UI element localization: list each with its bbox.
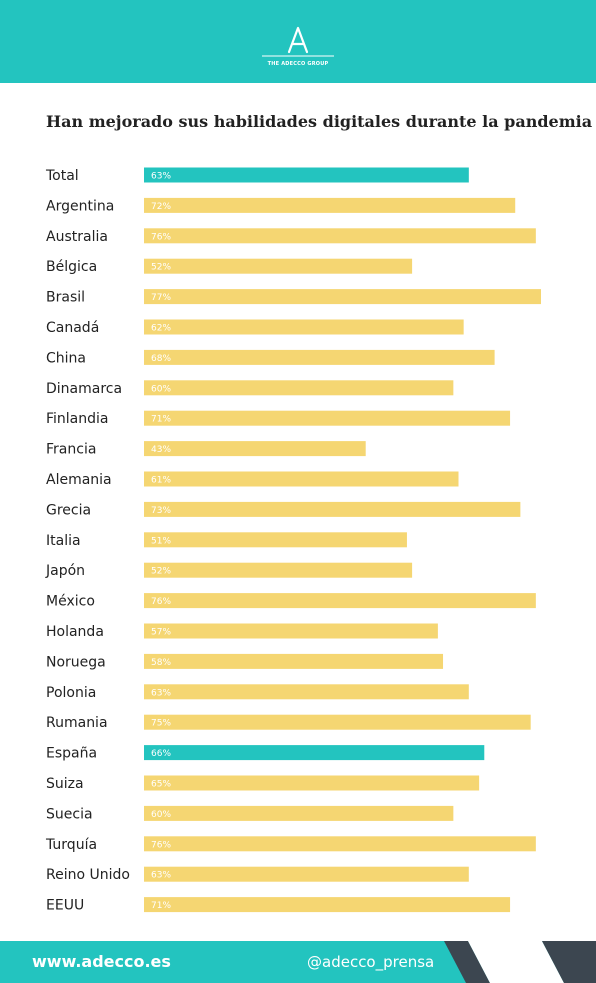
bar-value-label: 71% <box>151 901 171 911</box>
bar-value-label: 62% <box>151 324 171 334</box>
bar-value-label: 63% <box>151 688 171 698</box>
bar-value-label: 52% <box>151 567 171 577</box>
footer-stripe-white <box>468 941 564 983</box>
bar <box>144 562 413 578</box>
bar <box>144 532 407 548</box>
bar-value-label: 77% <box>151 293 171 303</box>
bar-value-label: 66% <box>151 749 171 759</box>
category-label: Canadá <box>46 320 99 336</box>
bar-chart: Total 63% Argentina 72% Australia 76% Bélgica 5… <box>45 167 541 914</box>
header-banner: THE ADECCO GROUP <box>0 0 596 83</box>
bar-value-label: 75% <box>151 719 171 729</box>
category-label: Australia <box>46 229 108 245</box>
category-label: Suecia <box>46 806 93 822</box>
bar-value-label: 60% <box>151 810 171 820</box>
bar-value-label: 63% <box>151 172 171 182</box>
bar-value-label: 60% <box>151 384 171 394</box>
bar <box>144 501 521 517</box>
bar-value-label: 76% <box>151 840 171 850</box>
category-label: Reino Unido <box>46 867 130 883</box>
bar-value-label: 65% <box>151 780 171 790</box>
bar-value-label: 63% <box>151 871 171 881</box>
bar <box>144 593 536 609</box>
category-label: México <box>46 594 95 610</box>
category-label: Suiza <box>46 776 84 792</box>
adecco-a-icon <box>262 26 334 57</box>
category-label: Total <box>45 168 79 184</box>
footer-website-link[interactable]: www.adecco.es <box>32 952 171 971</box>
bar-value-label: 73% <box>151 506 171 516</box>
bar-value-label: 43% <box>151 445 171 455</box>
bar-value-label: 76% <box>151 597 171 607</box>
bar <box>144 380 454 396</box>
category-label: Italia <box>46 533 81 549</box>
bar-highlight <box>144 167 469 183</box>
bar <box>144 410 511 426</box>
category-label: Japón <box>45 563 85 579</box>
footer-social-handle[interactable]: @adecco_prensa <box>307 953 435 971</box>
bar <box>144 836 536 852</box>
category-label: Rumania <box>46 715 108 731</box>
category-label: Grecia <box>46 502 91 518</box>
bar-value-label: 72% <box>151 202 171 212</box>
category-label: Alemania <box>46 472 112 488</box>
bar-value-label: 68% <box>151 354 171 364</box>
bar-value-label: 58% <box>151 658 171 668</box>
category-label: Noruega <box>46 654 106 670</box>
category-label: Turquía <box>45 837 97 853</box>
bar <box>144 471 459 487</box>
bar-value-label: 76% <box>151 232 171 242</box>
bar <box>144 653 444 669</box>
bar <box>144 775 480 791</box>
bar <box>144 623 438 639</box>
footer-banner: www.adecco.es @adecco_prensa <box>0 941 596 983</box>
bar-value-label: 51% <box>151 536 171 546</box>
bar <box>144 805 454 821</box>
bar <box>144 684 469 700</box>
bar <box>144 228 536 244</box>
category-label: Dinamarca <box>46 381 122 397</box>
bar <box>144 866 469 882</box>
category-label: China <box>46 350 86 366</box>
chart-title: Han mejorado sus habilidades digitales d… <box>46 112 593 131</box>
category-label: Argentina <box>46 198 114 214</box>
bar <box>144 258 413 274</box>
category-label: Polonia <box>46 685 96 701</box>
bar <box>144 197 516 213</box>
category-label: Bélgica <box>46 259 97 275</box>
bar-value-label: 52% <box>151 263 171 273</box>
bar <box>144 714 531 730</box>
adecco-logo: THE ADECCO GROUP <box>262 24 334 68</box>
bar <box>144 897 511 913</box>
bar <box>144 441 366 457</box>
bar <box>144 319 464 335</box>
category-label: Brasil <box>46 290 85 306</box>
bar-value-label: 61% <box>151 476 171 486</box>
category-label: EEUU <box>46 898 84 914</box>
category-label: Holanda <box>46 624 104 640</box>
bar-value-label: 71% <box>151 415 171 425</box>
category-label: España <box>46 746 97 762</box>
bar-highlight <box>144 745 485 761</box>
footer-stripe-dark <box>444 941 490 983</box>
category-label: Francia <box>46 442 96 458</box>
bar-value-label: 57% <box>151 628 171 638</box>
bar <box>144 289 541 305</box>
footer-decoration <box>444 941 596 983</box>
footer-block-dark <box>542 941 596 983</box>
category-label: Finlandia <box>46 411 109 427</box>
logo-text: THE ADECCO GROUP <box>267 61 329 67</box>
bar <box>144 349 495 365</box>
